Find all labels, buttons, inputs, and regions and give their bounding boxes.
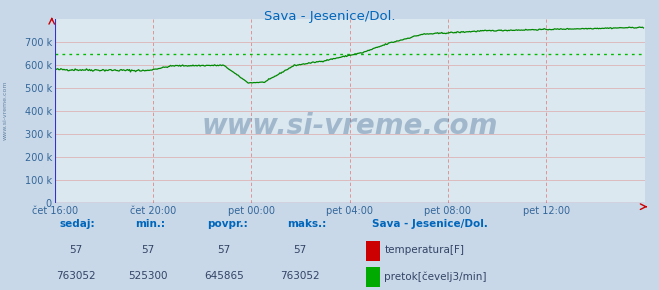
Text: pretok[čevelj3/min]: pretok[čevelj3/min] (384, 271, 487, 282)
Text: temperatura[F]: temperatura[F] (384, 245, 464, 255)
Text: 57: 57 (293, 245, 306, 255)
Text: 525300: 525300 (129, 271, 168, 281)
Text: www.si-vreme.com: www.si-vreme.com (202, 112, 498, 140)
Text: Sava - Jesenice/Dol.: Sava - Jesenice/Dol. (264, 10, 395, 23)
Text: povpr.:: povpr.: (208, 219, 248, 229)
Text: 57: 57 (142, 245, 155, 255)
Text: 57: 57 (217, 245, 231, 255)
Text: 763052: 763052 (280, 271, 320, 281)
Text: Sava - Jesenice/Dol.: Sava - Jesenice/Dol. (372, 219, 488, 229)
Text: sedaj:: sedaj: (59, 219, 95, 229)
Text: www.si-vreme.com: www.si-vreme.com (3, 80, 8, 140)
Text: 763052: 763052 (56, 271, 96, 281)
Text: min.:: min.: (135, 219, 165, 229)
Text: 57: 57 (69, 245, 82, 255)
Text: maks.:: maks.: (287, 219, 326, 229)
Text: 645865: 645865 (204, 271, 244, 281)
